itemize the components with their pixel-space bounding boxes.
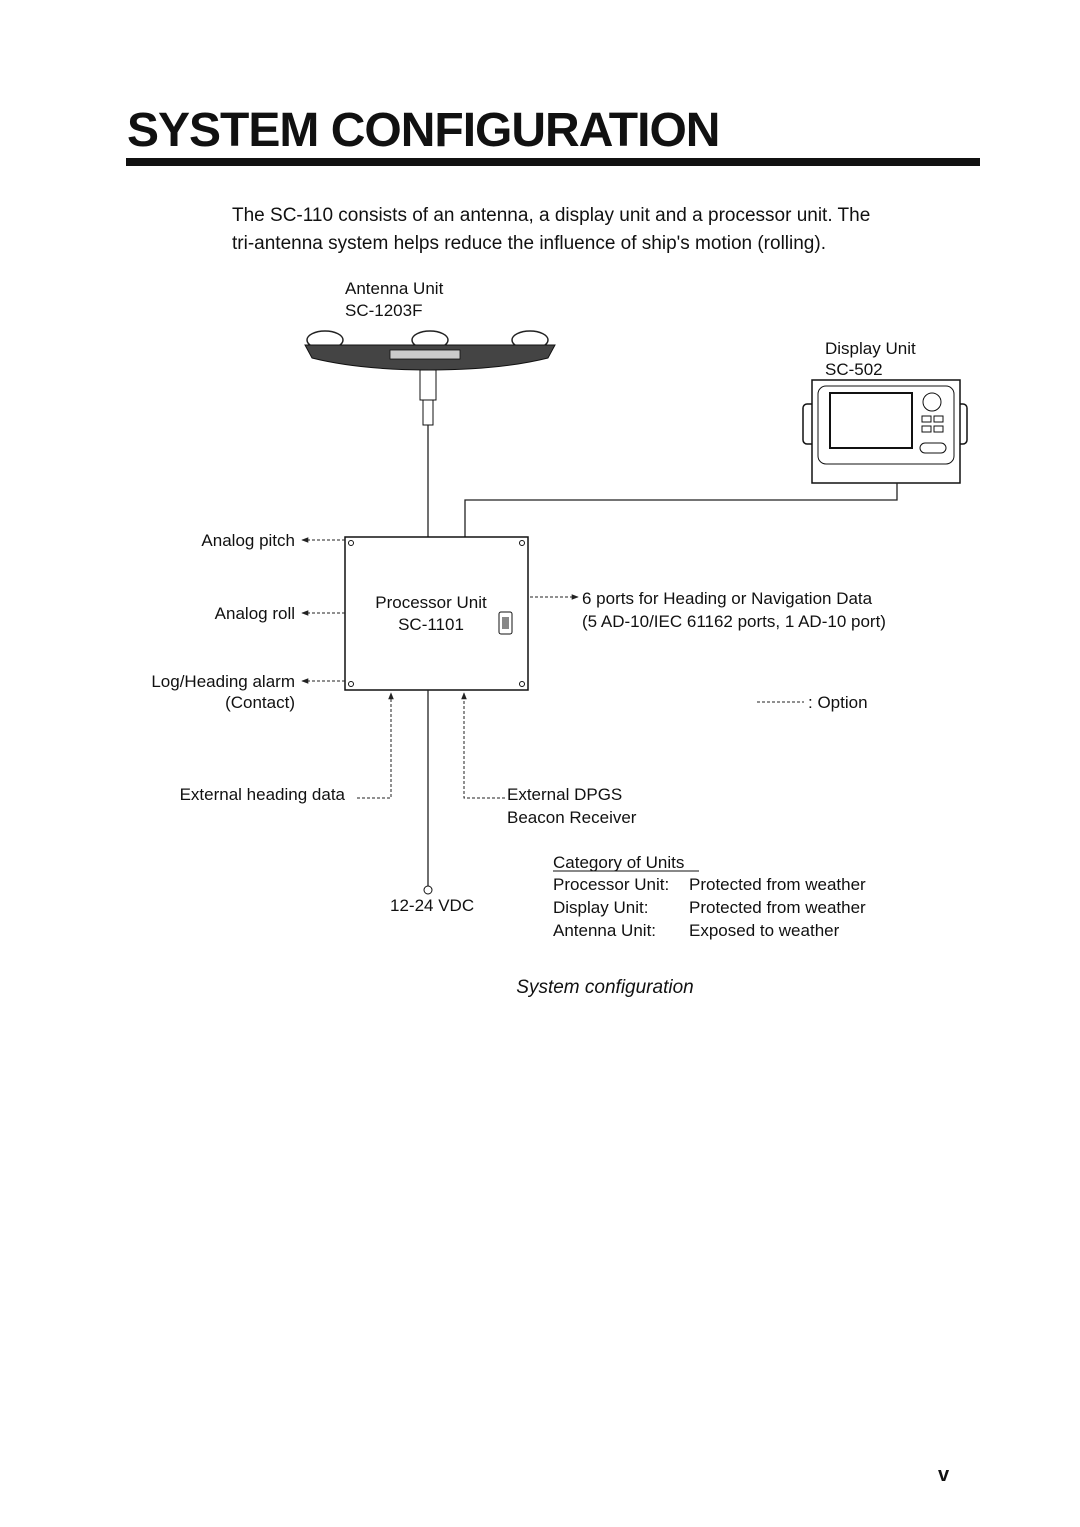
category-class: Exposed to weather [689,921,840,940]
category-class: Protected from weather [689,898,866,917]
intro-line: tri-antenna system helps reduce the infl… [232,233,826,254]
display-label: Display Unit [825,339,916,358]
category-unit: Display Unit: [553,898,648,917]
category-unit: Antenna Unit: [553,921,656,940]
output-note: (Contact) [225,693,295,712]
caption: System configuration [516,977,693,998]
display-model: SC-502 [825,360,883,379]
power-terminal [423,885,433,895]
output-label: Analog roll [215,604,295,623]
title: SYSTEM CONFIGURATION [127,104,719,157]
input-label: Beacon Receiver [507,808,637,827]
output-label: Analog pitch [201,531,295,550]
processor-model: SC-1101 [398,615,464,634]
intro-line: The SC-110 consists of an antenna, a dis… [232,205,870,226]
power-label: 12-24 VDC [390,896,474,915]
title-rule [126,158,980,166]
input-arrow [357,692,394,799]
display-drawing [802,379,968,484]
antenna-model: SC-1203F [345,301,422,320]
output-label: 6 ports for Heading or Navigation Data [582,589,873,608]
antenna-drawing [304,330,556,426]
category-unit: Processor Unit: [553,875,669,894]
page-number: v [938,1464,950,1486]
output-label: Log/Heading alarm [151,672,295,691]
output-detail: (5 AD-10/IEC 61162 ports, 1 AD-10 port) [582,612,886,631]
input-arrow [461,692,505,799]
input-label: External DPGS [507,785,622,804]
display-cable [464,483,898,537]
antenna-label: Antenna Unit [345,279,444,298]
legend-label: : Option [808,693,868,712]
processor-label: Processor Unit [375,593,487,612]
processor-drawing [344,536,529,691]
category-class: Protected from weather [689,875,866,894]
input-label: External heading data [180,785,346,804]
category-title: Category of Units [553,853,684,872]
